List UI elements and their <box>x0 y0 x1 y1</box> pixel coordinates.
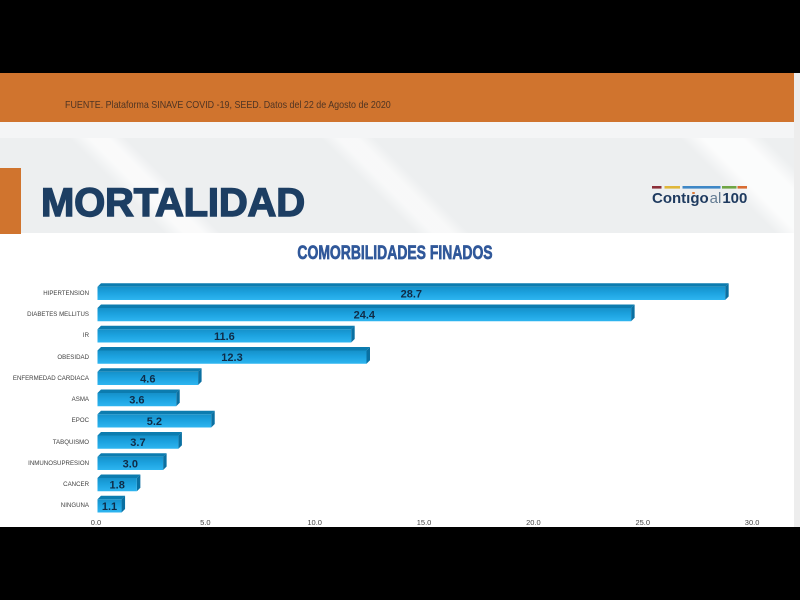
svg-text:11.6: 11.6 <box>214 331 235 343</box>
svg-text:1.1: 1.1 <box>102 501 117 513</box>
svg-text:5.2: 5.2 <box>147 416 162 428</box>
svg-text:4.6: 4.6 <box>140 373 155 385</box>
svg-text:3.6: 3.6 <box>129 395 144 407</box>
svg-text:3.7: 3.7 <box>130 437 145 449</box>
svg-text:3.0: 3.0 <box>123 458 138 470</box>
svg-text:24.4: 24.4 <box>354 310 376 322</box>
svg-text:28.7: 28.7 <box>401 288 422 300</box>
svg-text:12.3: 12.3 <box>221 352 242 364</box>
svg-text:1.8: 1.8 <box>110 480 125 492</box>
